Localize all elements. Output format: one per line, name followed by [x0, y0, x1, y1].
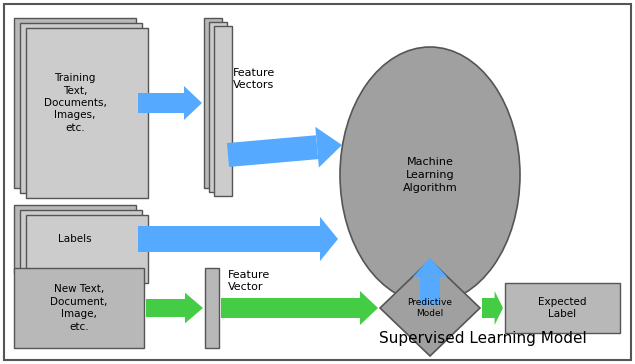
Bar — [214, 26, 232, 196]
Bar — [482, 298, 495, 318]
Bar — [505, 283, 620, 333]
Bar — [26, 28, 148, 198]
Text: Feature
Vector: Feature Vector — [228, 270, 271, 292]
Bar — [20, 23, 142, 193]
Polygon shape — [380, 260, 480, 356]
Bar — [14, 18, 136, 188]
Text: Feature
Vectors: Feature Vectors — [233, 68, 275, 90]
Text: Predictive
Model: Predictive Model — [408, 298, 453, 318]
Text: New Text,
Document,
Image,
etc.: New Text, Document, Image, etc. — [50, 284, 108, 332]
Bar — [146, 299, 185, 317]
Bar — [14, 268, 144, 348]
Ellipse shape — [340, 47, 520, 303]
Text: Machine
Learning
Algorithm: Machine Learning Algorithm — [403, 157, 457, 193]
Polygon shape — [185, 293, 203, 323]
Bar — [20, 210, 142, 278]
Polygon shape — [413, 258, 447, 277]
Text: Training
Text,
Documents,
Images,
etc.: Training Text, Documents, Images, etc. — [44, 73, 107, 133]
Bar — [138, 93, 184, 113]
Bar — [204, 18, 222, 188]
Bar — [26, 215, 148, 283]
Polygon shape — [227, 135, 318, 167]
Text: Expected
Label: Expected Label — [538, 297, 587, 319]
Bar — [205, 268, 219, 348]
Bar — [138, 226, 320, 252]
Polygon shape — [320, 217, 338, 261]
Bar — [14, 205, 136, 273]
Polygon shape — [316, 127, 342, 167]
Text: Supervised Learning Model: Supervised Learning Model — [378, 331, 587, 346]
Polygon shape — [360, 291, 378, 325]
Polygon shape — [495, 291, 503, 325]
Bar — [221, 298, 360, 318]
Text: Labels: Labels — [58, 234, 92, 244]
Bar — [209, 22, 227, 192]
Bar — [420, 277, 440, 305]
Polygon shape — [184, 86, 202, 120]
